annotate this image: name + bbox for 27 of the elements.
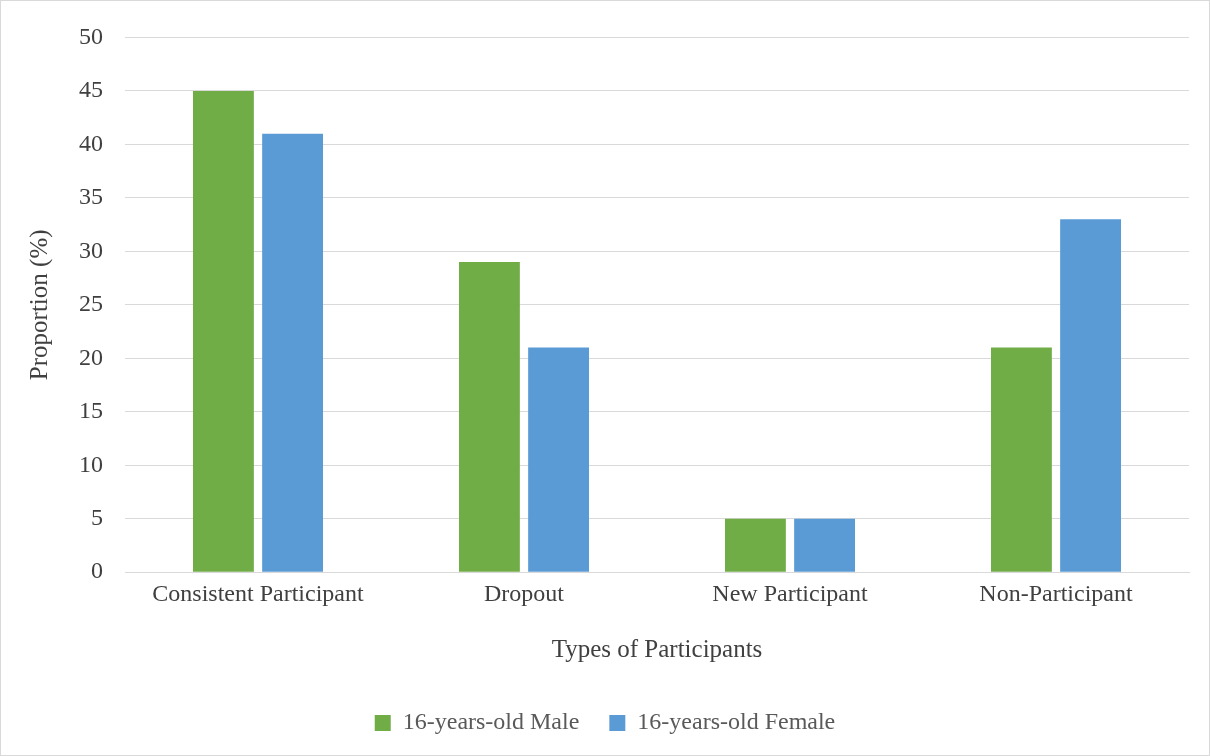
- x-tick-label: New Participant: [712, 579, 868, 606]
- y-tick-label: 30: [79, 236, 103, 263]
- y-tick-label: 40: [79, 129, 103, 156]
- y-tick-label: 5: [91, 504, 103, 531]
- bar: [262, 133, 324, 572]
- x-axis-title: Types of Participants: [551, 634, 763, 662]
- x-tick-label: Dropout: [484, 579, 565, 606]
- bar: [990, 347, 1052, 572]
- y-tick-label: 0: [91, 557, 103, 584]
- y-tick-label: 35: [79, 183, 103, 210]
- bar: [724, 518, 786, 572]
- legend-label: 16-years-old Female: [637, 708, 836, 735]
- legend-label: 16-years-old Male: [402, 708, 580, 735]
- x-tick-label: Consistent Participant: [152, 579, 364, 606]
- bar: [528, 347, 590, 572]
- bar: [192, 90, 254, 572]
- x-tick-label: Non-Participant: [979, 579, 1133, 606]
- bar: [458, 262, 520, 572]
- y-axis-title: Proportion (%): [24, 229, 53, 381]
- bar: [794, 518, 856, 572]
- bar: [1060, 219, 1122, 572]
- y-tick-label: 15: [79, 397, 103, 424]
- y-tick-label: 45: [79, 76, 103, 103]
- y-tick-label: 50: [79, 22, 103, 49]
- y-tick-label: 25: [79, 290, 103, 317]
- y-tick-label: 20: [79, 343, 103, 370]
- y-tick-label: 10: [79, 450, 103, 477]
